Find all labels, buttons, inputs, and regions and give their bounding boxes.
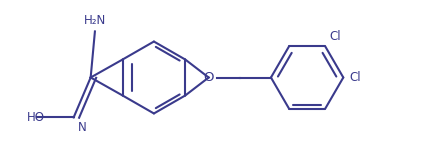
Text: Cl: Cl	[329, 30, 340, 43]
Text: N: N	[78, 120, 86, 133]
Text: HO: HO	[27, 111, 45, 124]
Text: O: O	[203, 71, 213, 84]
Text: H₂N: H₂N	[83, 14, 106, 27]
Text: Cl: Cl	[349, 71, 360, 84]
